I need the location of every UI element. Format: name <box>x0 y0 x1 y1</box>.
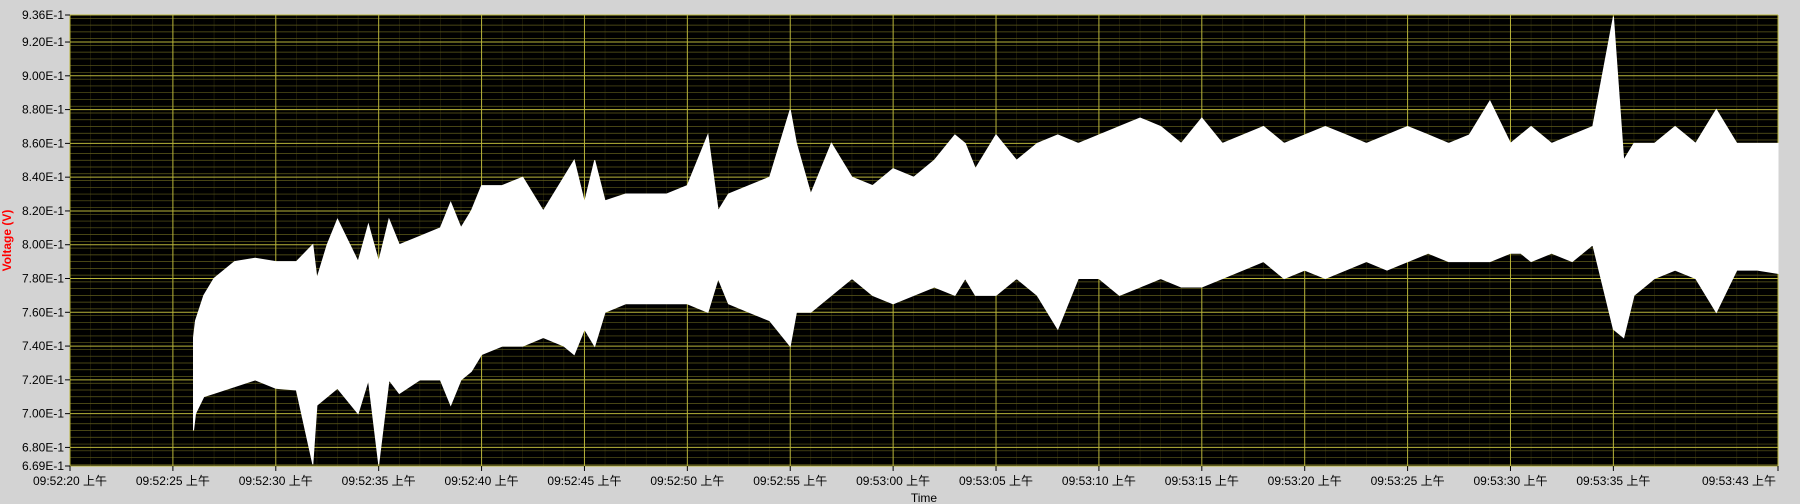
y-tick-label: 9.20E-1 <box>22 35 64 49</box>
x-tick-label: 09:52:50 上午 <box>650 474 724 488</box>
y-tick-label: 8.60E-1 <box>22 136 64 150</box>
y-tick-label: 8.40E-1 <box>22 170 64 184</box>
y-tick-label: 7.80E-1 <box>22 272 64 286</box>
y-tick-label: 8.00E-1 <box>22 238 64 252</box>
x-axis-ticks: 09:52:20 上午 09:52:25 上午 09:52:30 上午 09:52:3… <box>33 466 1779 488</box>
x-tick-label: 09:52:40 上午 <box>445 474 519 488</box>
y-tick-label: 6.80E-1 <box>22 440 64 454</box>
x-tick-label: 09:52:55 上午 <box>753 474 827 488</box>
x-tick-label: 09:53:43 上午 <box>1702 474 1776 488</box>
x-axis-title: Time <box>911 491 938 504</box>
y-tick-label: 9.36E-1 <box>22 8 64 22</box>
x-tick-label: 09:52:25 上午 <box>136 474 210 488</box>
x-tick-label: 09:53:05 上午 <box>959 474 1033 488</box>
y-tick-label: 7.00E-1 <box>22 407 64 421</box>
y-tick-label: 7.20E-1 <box>22 373 64 387</box>
y-axis-ticks: 9.36E-1 9.20E-1 9.00E-1 8.80E-1 8.60E-1 8.40E… <box>22 8 70 473</box>
x-tick-label: 09:53:35 上午 <box>1576 474 1650 488</box>
x-tick-label: 09:52:20 上午 <box>33 474 107 488</box>
x-tick-label: 09:52:30 上午 <box>239 474 313 488</box>
x-tick-label: 09:53:10 上午 <box>1062 474 1136 488</box>
x-tick-label: 09:52:35 上午 <box>342 474 416 488</box>
y-tick-label: 8.20E-1 <box>22 204 64 218</box>
y-axis-title: Voltage (V) <box>0 210 14 272</box>
y-tick-label: 9.00E-1 <box>22 69 64 83</box>
x-tick-label: 09:53:30 上午 <box>1473 474 1547 488</box>
voltage-series <box>193 16 1779 465</box>
y-tick-label: 8.80E-1 <box>22 103 64 117</box>
y-tick-label: 7.60E-1 <box>22 305 64 319</box>
y-tick-label: 7.40E-1 <box>22 339 64 353</box>
x-tick-label: 09:52:45 上午 <box>547 474 621 488</box>
x-tick-label: 09:53:20 上午 <box>1268 474 1342 488</box>
y-tick-label: 6.69E-1 <box>22 459 64 473</box>
x-tick-label: 09:53:15 上午 <box>1165 474 1239 488</box>
x-tick-label: 09:53:00 上午 <box>856 474 930 488</box>
x-tick-label: 09:53:25 上午 <box>1371 474 1445 488</box>
